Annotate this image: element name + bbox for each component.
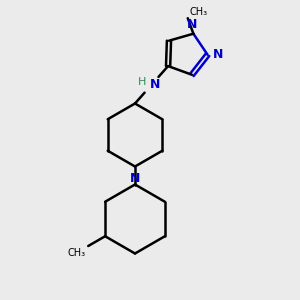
Text: CH₃: CH₃ (68, 248, 86, 258)
Text: N: N (150, 78, 160, 91)
Text: N: N (130, 172, 140, 185)
Text: N: N (187, 18, 197, 31)
Text: N: N (213, 48, 224, 61)
Text: CH₃: CH₃ (189, 7, 207, 17)
Text: H: H (138, 77, 146, 87)
